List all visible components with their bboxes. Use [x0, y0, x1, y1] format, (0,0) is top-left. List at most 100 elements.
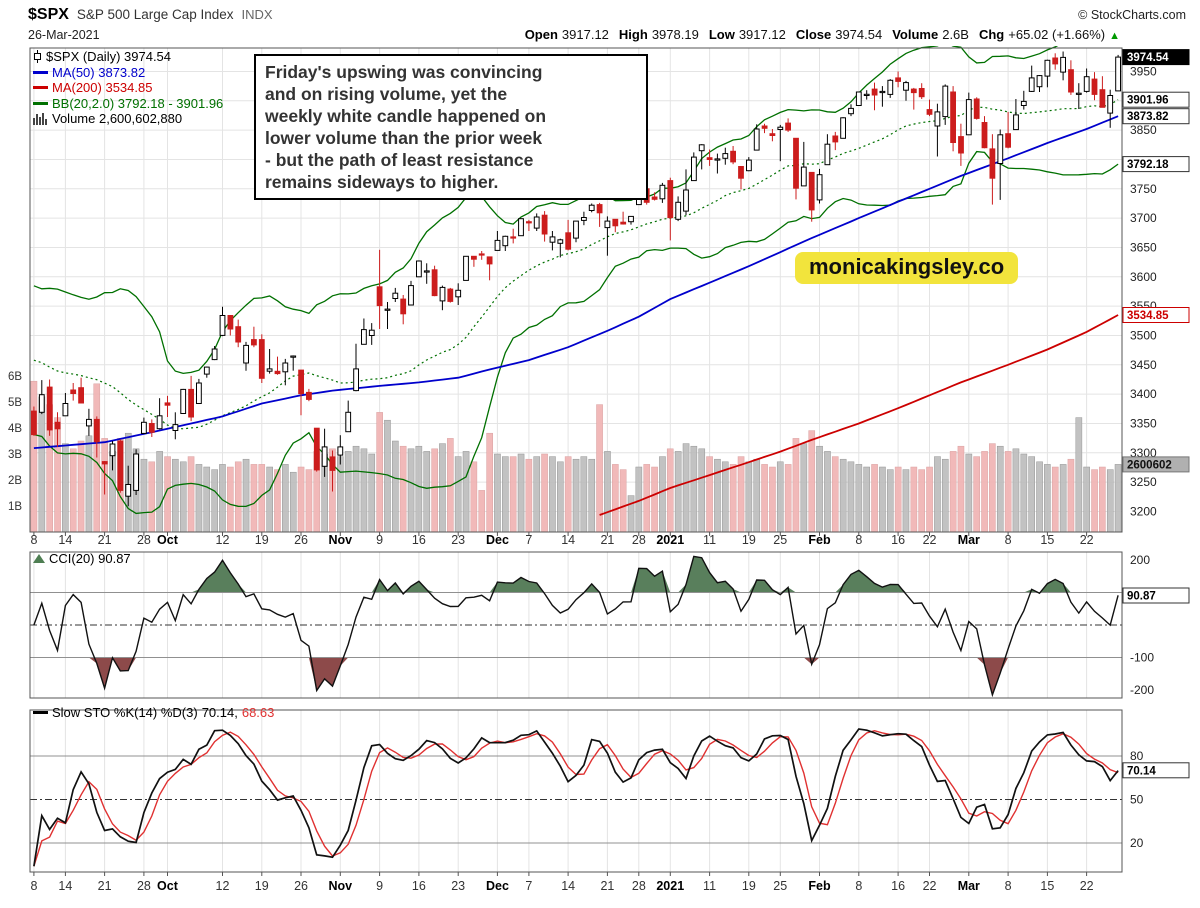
percent-k-value: 70.14,	[201, 705, 238, 720]
legend-label: $SPX (Daily) 3974.54	[46, 49, 172, 64]
svg-text:3200: 3200	[1130, 504, 1157, 518]
area-icon	[33, 554, 45, 564]
legend-item: CCI(20) 90.87	[33, 551, 131, 567]
svg-text:22: 22	[923, 879, 937, 893]
svg-text:21: 21	[98, 879, 112, 893]
svg-text:28: 28	[632, 879, 646, 893]
quote-row: 26-Mar-2021 Open 3917.12 High 3978.19 Low 391…	[0, 24, 1200, 42]
svg-text:8: 8	[855, 879, 862, 893]
svg-text:3950: 3950	[1130, 64, 1157, 78]
annotation-line: remains sideways to higher.	[265, 172, 499, 192]
line-icon	[33, 711, 48, 715]
svg-text:3873.82: 3873.82	[1127, 111, 1169, 123]
legend-label: Volume 2,600,602,880	[52, 111, 183, 126]
svg-text:16: 16	[412, 879, 426, 893]
svg-text:2021: 2021	[656, 879, 684, 893]
cci-panel: 200 -100 -200 90.87 CCI(20) 90.87	[0, 548, 1200, 702]
svg-text:12: 12	[216, 879, 230, 893]
legend-item: MA(200) 3534.85	[33, 80, 223, 96]
svg-text:26: 26	[294, 533, 308, 547]
svg-text:3B: 3B	[8, 449, 22, 461]
svg-text:50: 50	[1130, 793, 1144, 807]
svg-text:23: 23	[451, 879, 465, 893]
svg-text:80: 80	[1130, 749, 1144, 763]
svg-text:28: 28	[137, 533, 151, 547]
main-chart-legend: $SPX (Daily) 3974.54 MA(50) 3873.82 MA(200…	[33, 49, 223, 127]
svg-text:19: 19	[255, 879, 269, 893]
legend-item: Slow STO %K(14) %D(3) 70.14, 68.63	[33, 705, 274, 721]
percent-d-value: 68.63	[241, 705, 275, 720]
line-icon	[33, 101, 48, 105]
legend-label: Slow STO %K(14) %D(3)	[52, 705, 198, 720]
stochastic-panel: 80 50 20 70.14 8 14 21 28 Oct 12 19 26 Nov 9 16 23 Dec 7 1…	[0, 702, 1200, 902]
stockcharts-copyright: © StockCharts.com	[1078, 8, 1186, 22]
chart-date: 26-Mar-2021	[28, 28, 100, 42]
svg-text:-200: -200	[1130, 683, 1154, 697]
svg-text:3300: 3300	[1130, 446, 1157, 460]
stochastic-legend: Slow STO %K(14) %D(3) 70.14, 68.63	[33, 705, 274, 721]
svg-text:19: 19	[742, 879, 756, 893]
svg-text:26: 26	[294, 879, 308, 893]
stochastic-indicator-chart: 80 50 20 70.14 8 14 21 28 Oct 12 19 26 Nov 9 16 23 Dec 7 1…	[29, 709, 1190, 893]
legend-item: BB(20,2.0) 3792.18 - 3901.96	[33, 96, 223, 112]
quote-value: 3974.54	[835, 27, 883, 42]
svg-text:3750: 3750	[1130, 182, 1157, 196]
svg-text:8: 8	[1005, 533, 1012, 547]
svg-text:Nov: Nov	[329, 879, 353, 893]
svg-text:Mar: Mar	[958, 533, 980, 547]
svg-text:11: 11	[703, 879, 716, 893]
svg-text:Oct: Oct	[157, 879, 179, 893]
legend-item: Volume 2,600,602,880	[33, 111, 223, 127]
exchange-label: INDX	[241, 7, 273, 22]
svg-text:23: 23	[451, 533, 465, 547]
legend-label: MA(200) 3534.85	[52, 80, 153, 95]
svg-text:28: 28	[137, 879, 151, 893]
svg-text:14: 14	[58, 879, 72, 893]
svg-text:25: 25	[773, 533, 787, 547]
svg-text:3534.85: 3534.85	[1127, 310, 1169, 322]
svg-text:3250: 3250	[1130, 475, 1157, 489]
quote-strip: Open 3917.12 High 3978.19 Low 3917.12 Close 397…	[515, 27, 1186, 42]
svg-text:3850: 3850	[1130, 123, 1157, 137]
annotation-line: and on rising volume, yet the	[265, 84, 508, 104]
annotation-line: weekly white candle happened on	[265, 106, 547, 126]
quote-label: Chg	[978, 27, 1005, 42]
up-arrow-icon: ▲	[1109, 30, 1120, 42]
svg-text:25: 25	[773, 879, 787, 893]
svg-text:9: 9	[376, 879, 383, 893]
legend-item: MA(50) 3873.82	[33, 65, 223, 81]
svg-text:Dec: Dec	[486, 879, 509, 893]
main-price-panel: 6B 5B 4B 3B 2B 1B 3950 3850 3750 3700 3650 3600 3550…	[0, 46, 1200, 548]
svg-text:14: 14	[58, 533, 72, 547]
candlestick-icon	[33, 50, 42, 64]
title-row: $SPX S&P 500 Large Cap Index INDX © Stoc…	[0, 0, 1200, 24]
quote-label: Open	[524, 27, 558, 42]
svg-text:8: 8	[30, 533, 37, 547]
svg-text:Oct: Oct	[157, 533, 179, 547]
svg-text:14: 14	[561, 533, 575, 547]
svg-text:9: 9	[376, 533, 383, 547]
svg-text:2B: 2B	[8, 475, 22, 487]
svg-text:22: 22	[923, 533, 937, 547]
quote-label: High	[618, 27, 648, 42]
svg-text:15: 15	[1040, 533, 1054, 547]
legend-label: BB(20,2.0) 3792.18 - 3901.96	[52, 95, 224, 111]
symbol: $SPX	[28, 6, 69, 23]
svg-text:16: 16	[891, 533, 905, 547]
legend-label: MA(50) 3873.82	[52, 64, 146, 80]
quote-label: Volume	[892, 27, 939, 42]
cci-legend: CCI(20) 90.87	[33, 551, 131, 567]
svg-text:4B: 4B	[8, 423, 22, 435]
svg-text:28: 28	[632, 533, 646, 547]
svg-text:19: 19	[255, 533, 269, 547]
svg-text:5B: 5B	[8, 397, 22, 409]
svg-text:3650: 3650	[1130, 240, 1157, 254]
svg-text:Nov: Nov	[329, 533, 353, 547]
svg-text:3450: 3450	[1130, 358, 1157, 372]
svg-text:Feb: Feb	[808, 879, 831, 893]
line-icon	[33, 70, 48, 74]
svg-text:2021: 2021	[656, 533, 684, 547]
annotation-box: Friday's upswing was convincing and on r…	[254, 54, 648, 200]
watermark-monicakingsley: monicakingsley.co	[795, 252, 1019, 284]
